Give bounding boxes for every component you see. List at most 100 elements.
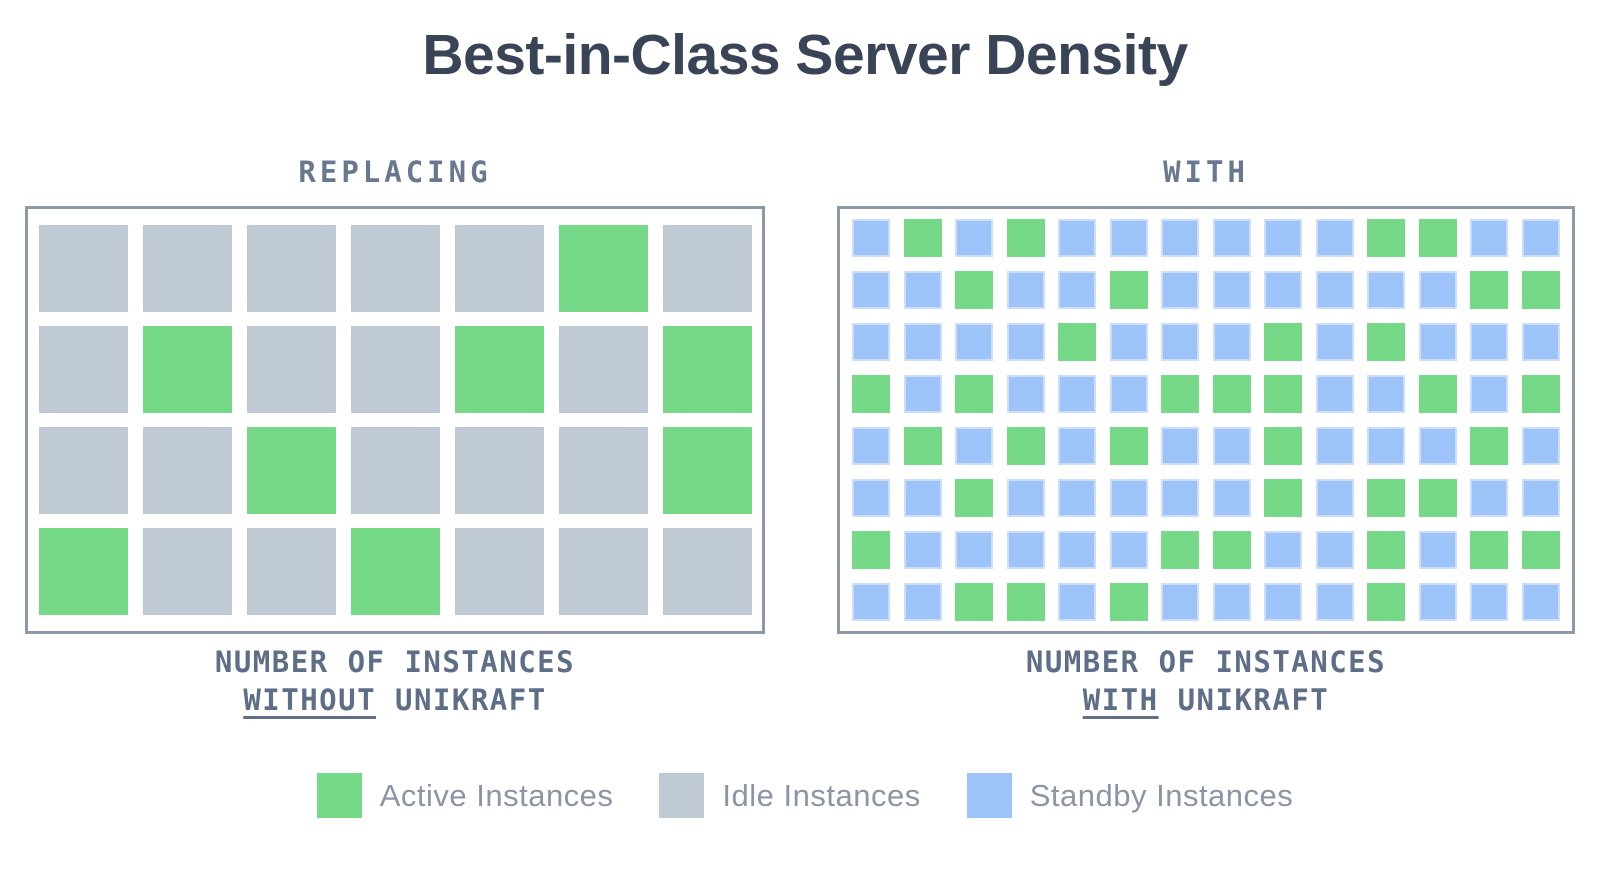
legend-item-active: Active Instances [316,773,614,818]
standby-instance-cell [1418,531,1457,569]
standby-instance-cell [1212,219,1251,257]
caption-underlined-word: WITHOUT [243,683,377,717]
active-instance-cell [454,326,544,413]
panel-heading-with: WITH [1163,155,1249,189]
caption-line-1: NUMBER OF INSTANCES [214,645,576,679]
active-instance-cell [903,219,942,257]
active-instance-cell [1367,219,1406,257]
caption-line-2: WITH UNIKRAFT [837,681,1575,719]
idle-instance-cell [38,326,128,413]
standby-instance-cell [1521,583,1560,621]
idle-instance-cell [350,326,440,413]
active-instance-cell [1521,531,1560,569]
idle-swatch-icon [659,773,705,818]
active-instance-cell [1470,531,1509,569]
legend-label-active: Active Instances [379,777,614,813]
standby-instance-cell [955,219,994,257]
caption-after-word: UNIKRAFT [1177,683,1330,717]
standby-instance-cell [1264,271,1303,309]
idle-instance-cell [142,528,232,615]
standby-instance-cell [1367,375,1406,413]
idle-instance-cell [454,528,544,615]
active-instance-cell [1367,583,1406,621]
active-instance-cell [1109,427,1148,465]
standby-instance-cell [903,479,942,517]
active-instance-cell [1418,219,1457,257]
legend-label-idle: Idle Instances [722,777,921,813]
active-instance-cell [1367,323,1406,361]
active-instance-cell [1212,531,1251,569]
legend-label-standby: Standby Instances [1029,777,1294,813]
standby-instance-cell [1264,531,1303,569]
active-instance-cell [1264,375,1303,413]
standby-instance-cell [852,479,891,517]
active-instance-cell [246,427,336,514]
standby-instance-cell [1109,479,1148,517]
standby-instance-cell [1058,427,1097,465]
active-swatch-icon [316,773,362,818]
active-instance-cell [1521,375,1560,413]
standby-instance-cell [1006,271,1045,309]
idle-instance-cell [662,528,752,615]
comparison-panels: REPLACING NUMBER OF INSTANCES WITHOUT UN… [25,154,1575,719]
active-instance-cell [1212,375,1251,413]
active-instance-cell [1161,531,1200,569]
standby-instance-cell [1161,427,1200,465]
standby-instance-cell [1006,323,1045,361]
standby-instance-cell [903,323,942,361]
standby-instance-cell [1470,323,1509,361]
server-box-without-unikraft [25,206,765,634]
standby-instance-cell [1161,271,1200,309]
active-instance-cell [1470,427,1509,465]
active-instance-cell [662,326,752,413]
panel-without-unikraft: REPLACING NUMBER OF INSTANCES WITHOUT UN… [25,154,765,719]
standby-instance-cell [1315,427,1354,465]
active-instance-cell [350,528,440,615]
standby-instance-cell [1315,479,1354,517]
standby-instance-cell [1161,479,1200,517]
standby-instance-cell [1006,479,1045,517]
idle-instance-cell [350,427,440,514]
standby-instance-cell [1058,375,1097,413]
standby-instance-cell [1161,583,1200,621]
active-instance-cell [1006,583,1045,621]
idle-instance-cell [454,427,544,514]
active-instance-cell [1006,219,1045,257]
active-instance-cell [1006,427,1045,465]
standby-instance-cell [955,427,994,465]
active-instance-cell [852,531,891,569]
caption-with-unikraft: NUMBER OF INSTANCES WITH UNIKRAFT [837,643,1575,719]
active-instance-cell [955,375,994,413]
standby-instance-cell [1418,271,1457,309]
standby-instance-cell [1521,479,1560,517]
standby-instance-cell [1470,219,1509,257]
standby-instance-cell [852,583,891,621]
instance-grid-with-unikraft [852,219,1560,621]
standby-instance-cell [1418,583,1457,621]
standby-instance-cell [1006,531,1045,569]
idle-instance-cell [246,528,336,615]
standby-instance-cell [1109,219,1148,257]
idle-instance-cell [38,225,128,312]
idle-instance-cell [142,427,232,514]
active-instance-cell [1264,323,1303,361]
standby-instance-cell [1315,323,1354,361]
active-instance-cell [1264,479,1303,517]
standby-instance-cell [955,531,994,569]
standby-instance-cell [1418,427,1457,465]
active-instance-cell [1367,531,1406,569]
standby-instance-cell [1521,427,1560,465]
standby-instance-cell [1109,323,1148,361]
instance-grid-without-unikraft [38,225,752,615]
legend-item-standby: Standby Instances [966,773,1294,818]
standby-instance-cell [1315,375,1354,413]
active-instance-cell [1418,375,1457,413]
active-instance-cell [1521,271,1560,309]
panel-with-unikraft: WITH NUMBER OF INSTANCES WITH UNIKRAFT [837,154,1575,719]
idle-instance-cell [246,225,336,312]
idle-instance-cell [142,225,232,312]
idle-instance-cell [558,427,648,514]
active-instance-cell [1161,375,1200,413]
server-box-with-unikraft [837,206,1575,634]
standby-instance-cell [1161,219,1200,257]
